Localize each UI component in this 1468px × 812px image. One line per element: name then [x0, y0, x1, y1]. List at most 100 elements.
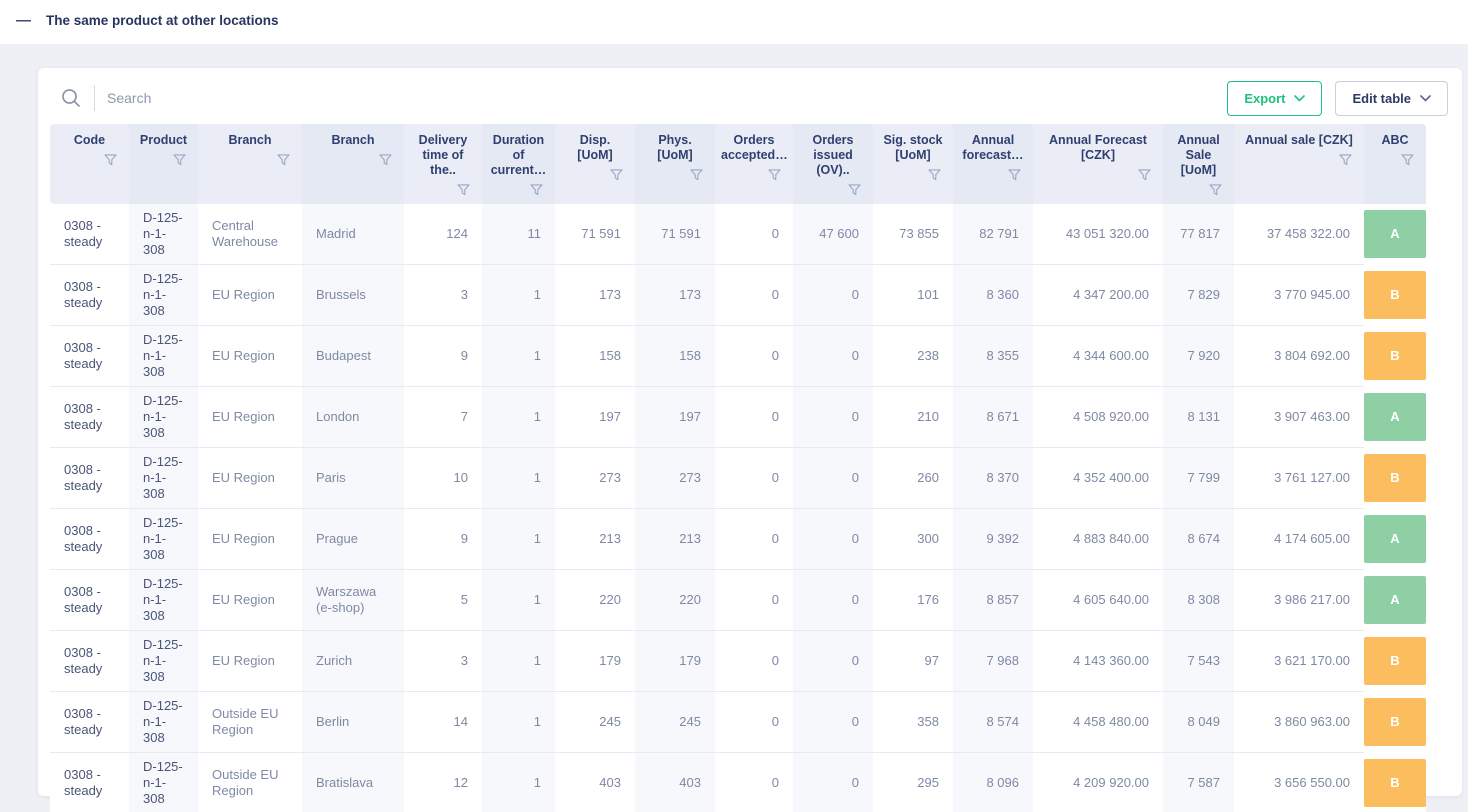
column-label-orders_accepted: Orders accepted…	[721, 133, 788, 162]
column-header-product[interactable]: Product	[129, 124, 198, 204]
column-header-delivery_time[interactable]: Delivery time of the..	[404, 124, 482, 204]
column-label-annual_sale_czk: Annual sale [CZK]	[1245, 133, 1353, 147]
filter-icon[interactable]	[879, 163, 947, 187]
filter-icon[interactable]	[204, 148, 296, 172]
column-label-product: Product	[139, 133, 188, 147]
column-header-annual_forecast[interactable]: Annual forecast…	[953, 124, 1033, 204]
search-bar	[60, 85, 1227, 111]
cell-sig_stock: 260	[873, 447, 953, 509]
cell-duration: 1	[482, 386, 555, 448]
filter-icon[interactable]	[135, 148, 192, 172]
column-header-region[interactable]: Branch	[198, 124, 302, 204]
search-input[interactable]	[107, 90, 507, 106]
column-header-disp[interactable]: Disp. [UoM]	[555, 124, 635, 204]
cell-sig_stock: 101	[873, 264, 953, 326]
search-icon	[60, 87, 82, 109]
cell-branch: Zurich	[302, 630, 404, 692]
column-header-abc[interactable]: ABC	[1364, 124, 1426, 204]
cell-orders_accepted: 0	[715, 752, 793, 812]
filter-icon[interactable]	[561, 163, 629, 187]
column-header-phys[interactable]: Phys. [UoM]	[635, 124, 715, 204]
column-label-phys: Phys. [UoM]	[657, 133, 693, 162]
column-header-sig_stock[interactable]: Sig. stock [UoM]	[873, 124, 953, 204]
filter-icon[interactable]	[1240, 148, 1358, 172]
cell-annual_sale_uom: 8 131	[1163, 386, 1234, 448]
toolbar-actions: Export Edit table	[1227, 80, 1448, 116]
table-row[interactable]: 0308 - steady D-125-n-1-308 EU Region Pragu…	[50, 508, 1426, 570]
table-row[interactable]: 0308 - steady D-125-n-1-308 Outside EU Reg…	[50, 691, 1426, 753]
filter-icon[interactable]	[56, 148, 123, 172]
table-row[interactable]: 0308 - steady D-125-n-1-308 Central Wareho…	[50, 204, 1426, 265]
filter-icon[interactable]	[641, 163, 709, 187]
abc-badge: B	[1364, 332, 1426, 380]
cell-annual_forecast_czk: 4 344 600.00	[1033, 325, 1163, 387]
cell-delivery_time: 124	[404, 204, 482, 265]
cell-annual_forecast_czk: 4 352 400.00	[1033, 447, 1163, 509]
cell-disp: 173	[555, 264, 635, 326]
cell-orders_accepted: 0	[715, 569, 793, 631]
cell-annual_sale_czk: 3 907 463.00	[1234, 386, 1364, 448]
column-header-code[interactable]: Code	[50, 124, 129, 204]
cell-phys: 213	[635, 508, 715, 570]
table-row[interactable]: 0308 - steady D-125-n-1-308 Outside EU Reg…	[50, 752, 1426, 812]
column-label-annual_forecast: Annual forecast…	[962, 133, 1024, 162]
column-label-annual_sale_uom: Annual Sale [UoM]	[1177, 133, 1220, 177]
cell-orders_accepted: 0	[715, 630, 793, 692]
column-header-orders_accepted[interactable]: Orders accepted…	[715, 124, 793, 204]
filter-icon[interactable]	[308, 148, 398, 172]
column-header-annual_sale_czk[interactable]: Annual sale [CZK]	[1234, 124, 1364, 204]
cell-branch: Budapest	[302, 325, 404, 387]
table-row[interactable]: 0308 - steady D-125-n-1-308 EU Region Budap…	[50, 325, 1426, 387]
cell-branch: Paris	[302, 447, 404, 509]
filter-icon[interactable]	[488, 178, 549, 202]
collapse-icon[interactable]: —	[16, 12, 31, 29]
cell-product: D-125-n-1-308	[129, 691, 198, 753]
cell-region: EU Region	[198, 508, 302, 570]
cell-orders_accepted: 0	[715, 691, 793, 753]
cell-orders_issued: 0	[793, 447, 873, 509]
cell-abc: A	[1364, 204, 1426, 265]
cell-branch: London	[302, 386, 404, 448]
column-label-disp: Disp. [UoM]	[577, 133, 613, 162]
edit-table-button[interactable]: Edit table	[1335, 80, 1448, 116]
abc-badge: B	[1364, 454, 1426, 502]
table-row[interactable]: 0308 - steady D-125-n-1-308 EU Region Londo…	[50, 386, 1426, 448]
cell-annual_forecast: 8 857	[953, 569, 1033, 631]
locations-table: Code Product Branch Branch Delivery time of …	[50, 124, 1426, 812]
cell-abc: B	[1364, 691, 1426, 753]
cell-region: EU Region	[198, 386, 302, 448]
column-header-duration[interactable]: Duration of current…	[482, 124, 555, 204]
column-header-annual_forecast_czk[interactable]: Annual Forecast [CZK]	[1033, 124, 1163, 204]
abc-badge: B	[1364, 637, 1426, 685]
cell-annual_sale_uom: 7 587	[1163, 752, 1234, 812]
abc-badge: B	[1364, 271, 1426, 319]
cell-duration: 11	[482, 204, 555, 265]
table-row[interactable]: 0308 - steady D-125-n-1-308 EU Region Warsz…	[50, 569, 1426, 631]
table-row[interactable]: 0308 - steady D-125-n-1-308 EU Region Bruss…	[50, 264, 1426, 326]
export-button[interactable]: Export	[1227, 80, 1323, 116]
cell-annual_forecast: 7 968	[953, 630, 1033, 692]
cell-branch: Bratislava	[302, 752, 404, 812]
filter-icon[interactable]	[799, 178, 867, 202]
table-row[interactable]: 0308 - steady D-125-n-1-308 EU Region Paris…	[50, 447, 1426, 509]
column-header-annual_sale_uom[interactable]: Annual Sale [UoM]	[1163, 124, 1234, 204]
cell-region: EU Region	[198, 447, 302, 509]
filter-icon[interactable]	[1370, 148, 1420, 172]
column-label-orders_issued: Orders issued (OV)..	[812, 133, 854, 177]
column-header-branch[interactable]: Branch	[302, 124, 404, 204]
cell-abc: A	[1364, 386, 1426, 448]
cell-region: Central Warehouse	[198, 204, 302, 265]
column-label-sig_stock: Sig. stock [UoM]	[883, 133, 943, 162]
filter-icon[interactable]	[410, 178, 476, 202]
filter-icon[interactable]	[1169, 178, 1228, 202]
cell-phys: 403	[635, 752, 715, 812]
cell-product: D-125-n-1-308	[129, 630, 198, 692]
column-header-orders_issued[interactable]: Orders issued (OV)..	[793, 124, 873, 204]
filter-icon[interactable]	[1039, 163, 1157, 187]
cell-product: D-125-n-1-308	[129, 325, 198, 387]
table-row[interactable]: 0308 - steady D-125-n-1-308 EU Region Zuric…	[50, 630, 1426, 692]
filter-icon[interactable]	[959, 163, 1027, 187]
abc-badge: A	[1364, 576, 1426, 624]
filter-icon[interactable]	[721, 163, 787, 187]
cell-sig_stock: 73 855	[873, 204, 953, 265]
